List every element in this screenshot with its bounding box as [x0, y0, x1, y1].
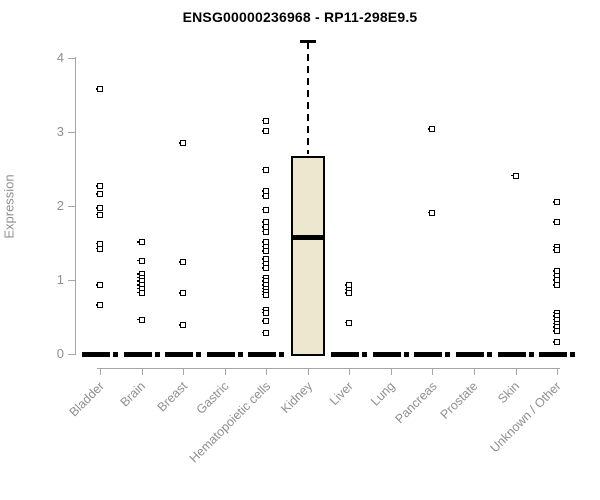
y-axis-line — [75, 57, 76, 355]
x-tick — [557, 368, 559, 375]
outlier-point — [137, 289, 145, 296]
y-tick-label: 4 — [56, 50, 64, 65]
x-axis-line — [97, 368, 560, 369]
x-tick — [515, 368, 517, 375]
x-tick-label: Hematopoietic cells — [186, 379, 274, 466]
outlier-point — [511, 172, 519, 179]
y-tick — [68, 132, 75, 133]
zero-median-bar — [206, 351, 243, 357]
x-tick — [349, 368, 351, 375]
outlier-point — [95, 211, 103, 218]
y-tick — [68, 354, 75, 355]
x-tick — [100, 368, 101, 375]
outlier-point — [95, 205, 103, 212]
box-median — [292, 234, 323, 240]
x-tick-label: Bladder — [66, 379, 107, 420]
outlier-point — [261, 166, 270, 173]
zero-median-bar — [414, 351, 451, 357]
outlier-point — [95, 191, 103, 198]
zero-median-bar — [82, 351, 118, 357]
outlier-point — [261, 193, 270, 200]
zero-median-bar — [331, 351, 368, 357]
outlier-point — [552, 219, 561, 226]
y-tick-label: 2 — [56, 198, 64, 213]
y-tick-label: 0 — [56, 346, 64, 361]
zero-median-bar — [248, 351, 285, 357]
outlier-point — [261, 248, 270, 255]
x-tick-label: Lung — [368, 379, 398, 409]
outlier-point — [552, 199, 561, 206]
outlier-point — [261, 329, 270, 336]
whisker — [306, 41, 309, 154]
chart-title: ENSG00000236968 - RP11-298E9.5 — [182, 9, 418, 25]
x-tick-label: Pancreas — [392, 379, 440, 427]
outlier-point — [95, 282, 103, 289]
zero-median-bar — [539, 351, 576, 357]
x-tick-label: Brain — [117, 379, 149, 410]
outlier-point — [427, 209, 436, 216]
x-tick — [473, 368, 475, 375]
outlier-point — [178, 290, 187, 297]
y-tick — [68, 58, 75, 59]
outlier-point — [95, 86, 103, 93]
box — [290, 155, 325, 356]
outlier-point — [261, 318, 270, 325]
outlier-point — [261, 128, 270, 135]
zero-median-bar — [372, 351, 409, 357]
outlier-point — [552, 247, 561, 254]
outlier-point — [261, 291, 270, 298]
outlier-point — [552, 339, 561, 346]
y-tick-label: 3 — [56, 124, 64, 139]
x-tick-label: Prostate — [438, 379, 481, 422]
outlier-point — [552, 328, 561, 335]
outlier-point — [344, 319, 353, 326]
outlier-point — [137, 316, 145, 323]
zero-median-bar — [455, 351, 492, 357]
zero-median-bar — [497, 351, 534, 357]
x-tick — [307, 368, 309, 375]
outlier-point — [137, 239, 145, 246]
x-tick — [141, 368, 143, 375]
x-tick — [183, 368, 185, 375]
outlier-point — [178, 140, 187, 147]
x-tick-label: Skin — [495, 379, 523, 407]
outlier-point — [261, 228, 270, 235]
outlier-point — [261, 206, 270, 213]
outlier-point — [427, 126, 436, 133]
outlier-point — [95, 245, 103, 252]
outlier-point — [137, 257, 145, 264]
x-tick-label: Liver — [327, 379, 357, 409]
x-tick — [266, 368, 268, 375]
outlier-point — [261, 309, 270, 316]
y-tick-label: 1 — [56, 272, 64, 287]
x-tick — [224, 368, 226, 375]
y-tick — [68, 206, 75, 207]
outlier-point — [95, 183, 103, 190]
zero-median-bar — [123, 351, 160, 357]
x-tick-label: Kidney — [277, 379, 315, 416]
outlier-point — [261, 265, 270, 272]
x-tick — [390, 368, 392, 375]
zero-median-bar — [165, 351, 202, 357]
whisker-cap — [299, 39, 316, 43]
outlier-point — [552, 282, 561, 289]
outlier-point — [344, 290, 353, 297]
y-tick — [68, 280, 75, 281]
outlier-point — [261, 117, 270, 124]
x-tick-label: Breast — [154, 379, 191, 415]
outlier-point — [95, 302, 103, 309]
x-tick-label: Gastric — [193, 379, 232, 417]
x-tick — [432, 368, 434, 375]
outlier-point — [178, 322, 187, 329]
outlier-point — [178, 259, 187, 266]
